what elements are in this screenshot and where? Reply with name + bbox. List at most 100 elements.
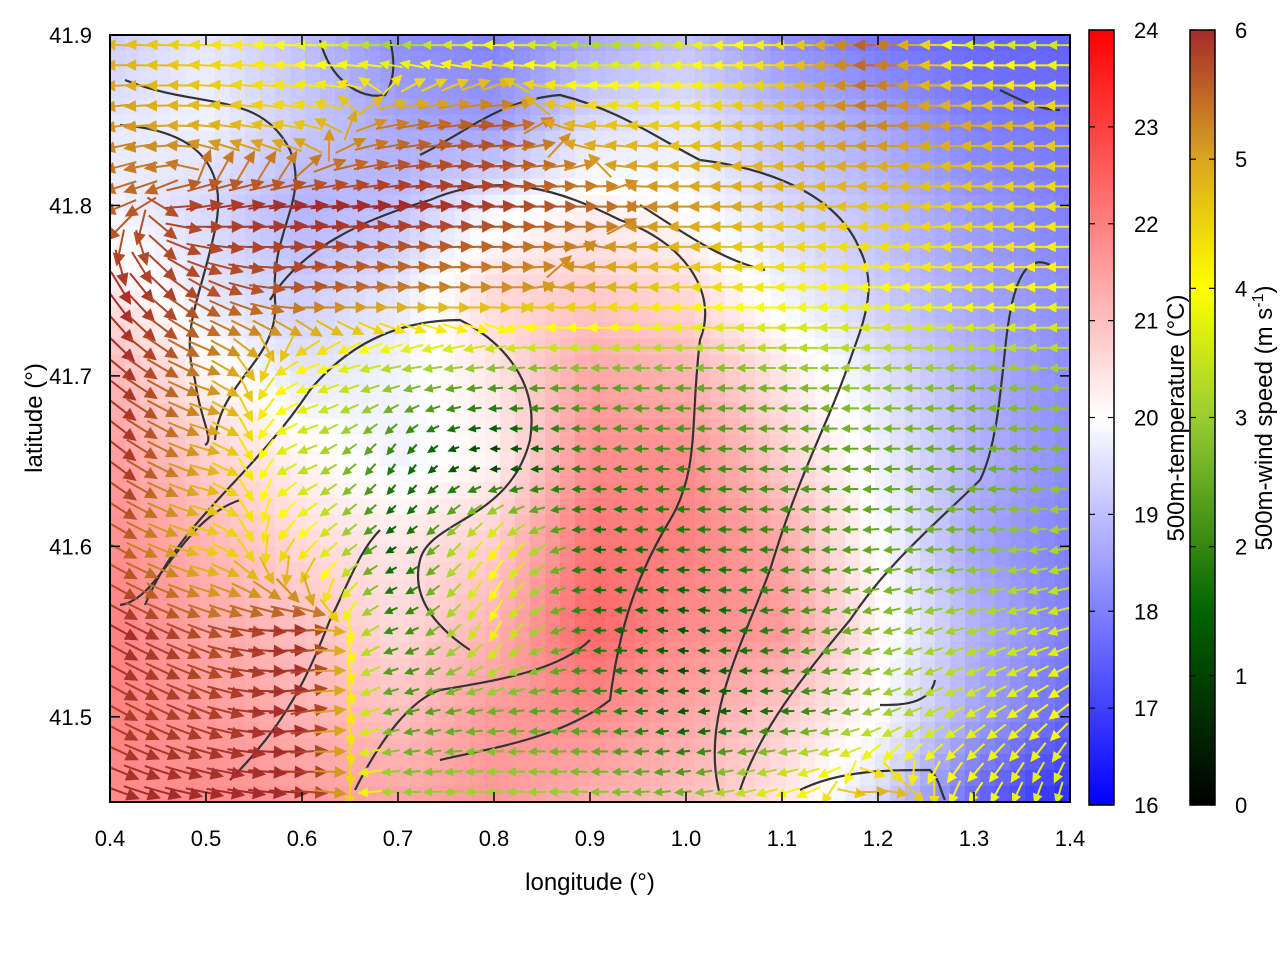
heatmap-cell — [1025, 530, 1041, 548]
heatmap-cell — [965, 290, 981, 308]
heatmap-cell — [575, 35, 591, 52]
heatmap-cell — [350, 370, 366, 388]
heatmap-cell — [1055, 51, 1070, 68]
heatmap-cell — [560, 226, 576, 244]
heatmap-cell — [575, 322, 591, 340]
heatmap-cell — [110, 370, 126, 388]
heatmap-cell — [530, 706, 546, 723]
heatmap-cell — [560, 498, 576, 516]
heatmap-cell — [620, 434, 636, 452]
heatmap-cell — [650, 290, 666, 308]
heatmap-cell — [1025, 370, 1041, 388]
heatmap-cell — [725, 322, 741, 340]
heatmap-cell — [680, 35, 696, 52]
heatmap-cell — [1025, 210, 1041, 228]
x-tick-label: 0.6 — [287, 826, 318, 851]
heatmap-cell — [1055, 35, 1070, 52]
heatmap-cell — [560, 450, 576, 468]
heatmap-cell — [500, 290, 516, 308]
heatmap-cell — [260, 178, 276, 196]
heatmap-cell — [620, 674, 636, 691]
heatmap-cell — [905, 498, 921, 516]
heatmap-cell — [1010, 370, 1026, 388]
heatmap-cell — [335, 354, 351, 372]
heatmap-cell — [440, 370, 456, 388]
heatmap-cell — [995, 786, 1011, 802]
heatmap-cell — [815, 210, 831, 228]
heatmap-cell — [455, 418, 471, 436]
heatmap-cell — [155, 658, 171, 675]
heatmap-cell — [320, 67, 336, 84]
heatmap-cell — [305, 130, 321, 148]
heatmap-cell — [410, 450, 426, 468]
heatmap-cell — [1025, 226, 1041, 244]
heatmap-cell — [920, 402, 936, 420]
heatmap-cell — [740, 146, 756, 164]
heatmap-cell — [530, 306, 546, 324]
heatmap-cell — [425, 306, 441, 324]
heatmap-cell — [635, 754, 651, 771]
wind-colorbar-tick-label: 0 — [1235, 793, 1247, 818]
heatmap-cell — [920, 146, 936, 164]
heatmap-cell — [770, 67, 786, 84]
heatmap-cell — [665, 706, 681, 723]
heatmap-cell — [620, 786, 636, 802]
heatmap-cell — [830, 418, 846, 436]
heatmap-cell — [620, 290, 636, 308]
heatmap-cell — [815, 226, 831, 244]
heatmap-cell — [620, 498, 636, 516]
heatmap-cell — [920, 306, 936, 324]
heatmap-cell — [560, 418, 576, 436]
heatmap-cell — [110, 466, 126, 484]
temperature-colorbar-tick-label: 23 — [1134, 115, 1158, 140]
heatmap-cell — [185, 162, 201, 180]
heatmap-cell — [350, 530, 366, 548]
heatmap-cell — [905, 67, 921, 84]
heatmap-cell — [410, 146, 426, 164]
heatmap-cell — [365, 51, 381, 68]
heatmap-cell — [560, 402, 576, 420]
heatmap-cell — [800, 67, 816, 84]
heatmap-cell — [620, 658, 636, 675]
heatmap-cell — [1055, 210, 1070, 228]
heatmap-cell — [980, 418, 996, 436]
heatmap-cell — [560, 370, 576, 388]
heatmap-cell — [215, 226, 231, 244]
heatmap-cell — [1010, 530, 1026, 548]
heatmap-cell — [740, 51, 756, 68]
heatmap-cell — [995, 306, 1011, 324]
heatmap-cell — [890, 530, 906, 548]
heatmap-cell — [995, 690, 1011, 707]
heatmap-cell — [635, 594, 651, 612]
heatmap-cell — [680, 67, 696, 84]
x-tick-label: 1.3 — [959, 826, 990, 851]
heatmap-cell — [635, 498, 651, 516]
heatmap-cell — [260, 98, 276, 116]
heatmap-cell — [395, 466, 411, 484]
heatmap-cell — [620, 754, 636, 771]
heatmap-cell — [305, 67, 321, 84]
heatmap-cell — [515, 290, 531, 308]
heatmap-cell — [1010, 402, 1026, 420]
heatmap-cell — [1040, 434, 1056, 452]
heatmap-cell — [905, 82, 921, 100]
heatmap-cell — [455, 370, 471, 388]
temperature-colorbar-tick-label: 21 — [1134, 309, 1158, 334]
heatmap-cell — [875, 450, 891, 468]
heatmap-cell — [620, 35, 636, 52]
heatmap-cell — [830, 290, 846, 308]
heatmap-cell — [425, 786, 441, 802]
heatmap-cell — [1025, 674, 1041, 691]
heatmap-cell — [785, 290, 801, 308]
heatmap-cell — [935, 738, 951, 755]
heatmap-cell — [635, 146, 651, 164]
heatmap-cell — [665, 450, 681, 468]
heatmap-cell — [110, 194, 126, 212]
heatmap-cell — [770, 402, 786, 420]
heatmap-cell — [125, 146, 141, 164]
heatmap-cell — [545, 450, 561, 468]
heatmap-cell — [290, 450, 306, 468]
heatmap-cell — [620, 67, 636, 84]
heatmap-cell — [455, 226, 471, 244]
